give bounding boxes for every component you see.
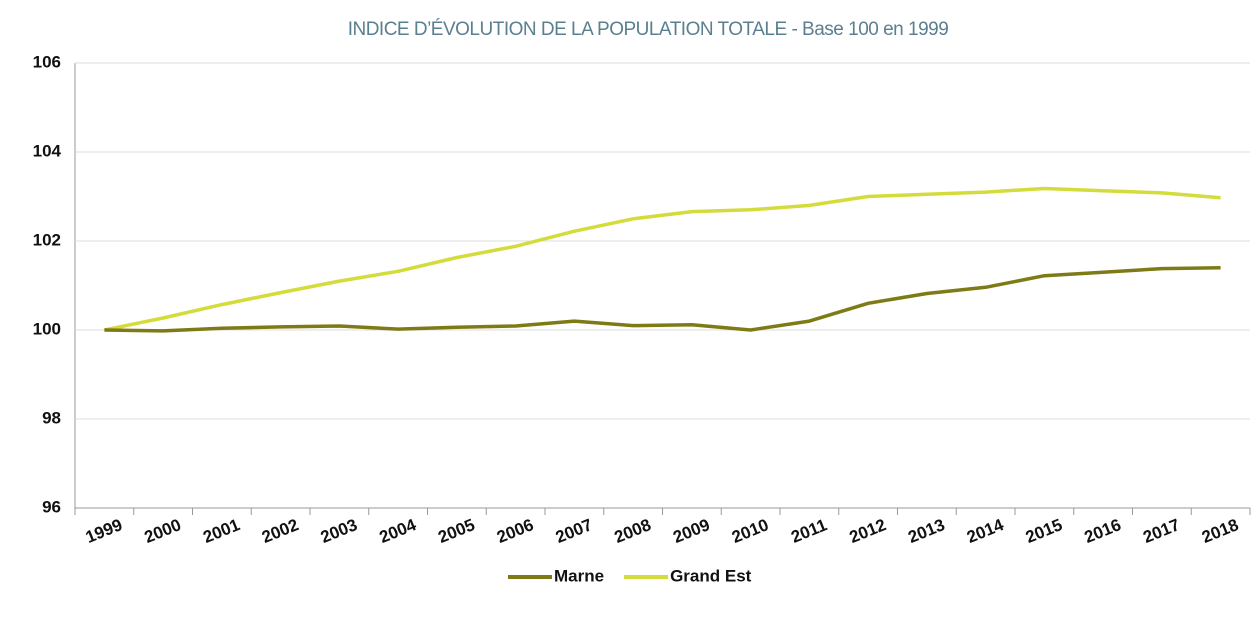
- legend-label: Grand Est: [670, 566, 752, 585]
- x-tick-label: 1999: [83, 515, 125, 547]
- x-tick-label: 2014: [964, 515, 1007, 547]
- y-tick-label: 96: [42, 497, 61, 516]
- x-tick-label: 2004: [377, 515, 420, 547]
- series-line: [104, 186, 1221, 332]
- x-tick-label: 2006: [494, 515, 536, 547]
- x-tick-label: 2003: [318, 515, 360, 547]
- x-tick-label: 2013: [905, 515, 947, 547]
- x-tick-label: 2001: [200, 515, 242, 547]
- x-tick-label: 2002: [259, 515, 301, 547]
- y-tick-label: 100: [33, 319, 61, 338]
- x-tick-label: 2009: [670, 515, 712, 547]
- x-tick-label: 2005: [435, 515, 477, 547]
- x-tick-label: 2010: [729, 515, 771, 547]
- chart-title: INDICE D’ÉVOLUTION DE LA POPULATION TOTA…: [348, 19, 949, 40]
- x-tick-label: 2015: [1023, 515, 1065, 547]
- x-tick-label: 2000: [142, 515, 184, 547]
- x-tick-label: 2012: [847, 515, 889, 547]
- x-tick-label: 2016: [1082, 515, 1124, 547]
- y-tick-label: 102: [33, 230, 61, 249]
- x-tick-label: 2007: [553, 515, 595, 547]
- x-tick-label: 2018: [1199, 515, 1241, 547]
- x-tick-label: 2011: [788, 515, 829, 546]
- y-tick-label: 106: [33, 52, 61, 71]
- x-tick-label: 2008: [612, 515, 654, 547]
- y-tick-label: 98: [42, 408, 61, 427]
- x-tick-label: 2017: [1140, 515, 1182, 547]
- series-line: [104, 265, 1221, 333]
- y-tick-label: 104: [33, 141, 62, 160]
- legend-label: Marne: [554, 566, 604, 585]
